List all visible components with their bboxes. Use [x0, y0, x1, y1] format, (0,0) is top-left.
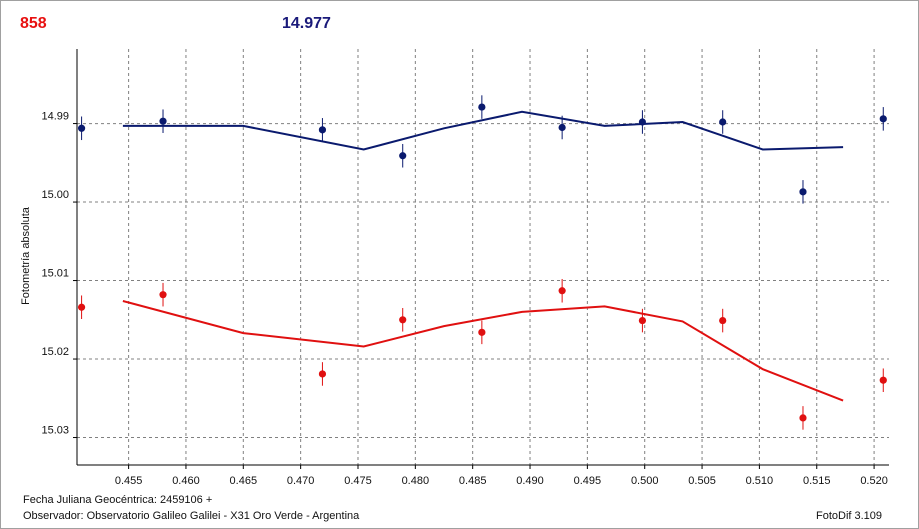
tick-labels: 0.455 0.460 0.465 0.470 0.475 0.480 0.485 0.490… — [41, 111, 887, 487]
data-point — [478, 103, 486, 111]
data-point — [879, 115, 887, 123]
data-point — [799, 188, 807, 196]
header-right-value: 14.977 — [282, 15, 331, 32]
data-point — [478, 328, 486, 336]
axes — [73, 49, 889, 469]
data-point — [638, 316, 647, 325]
data-points — [77, 95, 887, 430]
observer-label: Observador: Observatorio Galileo Galilei… — [23, 510, 360, 522]
data-point — [719, 118, 727, 126]
x-tick-label: 0.505 — [688, 475, 716, 487]
x-tick-label: 0.495 — [574, 475, 602, 487]
fit-line-series-2 — [122, 300, 844, 402]
x-tick-label: 0.480 — [402, 475, 430, 487]
x-tick-label: 0.465 — [230, 475, 258, 487]
data-point — [318, 126, 327, 134]
y-tick-label: 15.03 — [41, 425, 69, 437]
julian-date-label: Fecha Juliana Geocéntrica: 2459106 + — [23, 494, 213, 506]
data-point — [77, 124, 86, 132]
data-point — [558, 287, 566, 295]
data-point — [399, 152, 407, 160]
data-point — [879, 376, 887, 384]
data-point — [719, 316, 727, 325]
fit-lines — [122, 110, 844, 402]
data-point — [159, 117, 167, 125]
data-point — [638, 118, 647, 126]
y-tick-label: 15.00 — [41, 189, 69, 201]
header-left-value: 858 — [20, 15, 47, 32]
x-tick-label: 0.500 — [631, 475, 659, 487]
software-version: FotoDif 3.109 — [816, 510, 883, 522]
x-tick-label: 0.515 — [803, 475, 831, 487]
data-point — [318, 370, 327, 378]
x-tick-label: 0.470 — [287, 475, 315, 487]
y-tick-label: 15.02 — [41, 346, 69, 358]
data-point — [77, 303, 86, 311]
data-point — [399, 316, 407, 324]
x-tick-label: 0.475 — [344, 475, 372, 487]
x-tick-label: 0.510 — [746, 475, 774, 487]
grid — [77, 49, 889, 465]
data-point — [558, 123, 566, 132]
fit-line-series-1 — [122, 110, 844, 151]
x-tick-label: 0.455 — [115, 475, 143, 487]
x-tick-label: 0.490 — [516, 475, 544, 487]
x-tick-label: 0.485 — [459, 475, 487, 487]
x-tick-label: 0.460 — [172, 475, 200, 487]
data-point — [799, 414, 807, 422]
y-axis-label: Fotometría absoluta — [20, 206, 32, 305]
x-tick-label: 0.520 — [860, 475, 888, 487]
y-tick-label: 15.01 — [41, 268, 69, 280]
y-tick-label: 14.99 — [41, 111, 69, 123]
data-point — [159, 291, 167, 299]
